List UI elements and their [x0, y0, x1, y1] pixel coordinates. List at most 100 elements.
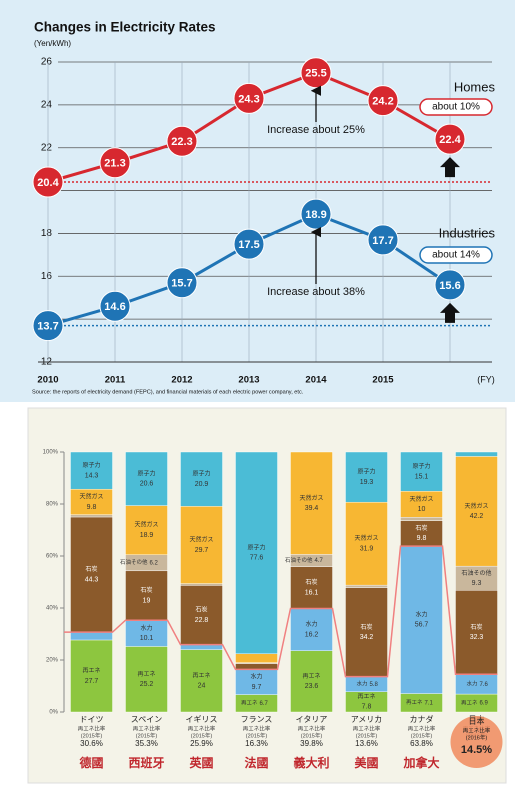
segment-name: 原子力	[192, 470, 210, 478]
panel-1	[0, 0, 515, 402]
category-label: カナダ	[410, 714, 434, 724]
segment-value: 9.3	[472, 580, 482, 587]
segment-value: 9.7	[252, 684, 262, 691]
share-year: (2015年)	[136, 731, 158, 739]
segment	[235, 451, 278, 654]
segment-value: 19	[143, 597, 151, 604]
x-tick-label: 2014	[305, 375, 327, 386]
point-label: 17.5	[238, 239, 259, 251]
segment-value: 20.6	[140, 481, 154, 488]
segment-name: 石炭	[305, 579, 317, 586]
point-label: 20.4	[37, 177, 59, 189]
segment	[125, 451, 168, 506]
segment	[125, 620, 168, 647]
segment	[70, 488, 113, 515]
segment-value: 23.6	[305, 683, 319, 690]
segment-name: 再エネ	[357, 693, 375, 700]
segment	[125, 646, 168, 713]
share: 14.5%	[461, 744, 492, 756]
segment-name: 石油その他	[120, 558, 148, 566]
segment-value: 77.6	[250, 555, 264, 562]
segment	[235, 663, 278, 670]
segment-name: 天然ガス	[134, 521, 158, 529]
segment-name: 天然ガス	[299, 494, 323, 502]
segment-name: 再エネ	[461, 699, 478, 706]
segment-name: 石炭	[360, 624, 372, 631]
share-year: (2016年)	[466, 733, 488, 741]
share-caption: 再エネ比率	[188, 724, 216, 732]
segment-value: 22.8	[195, 617, 209, 624]
chart-title: Changes in Electricity Rates	[34, 20, 216, 35]
note: about 14%	[432, 250, 480, 261]
segment-value: 7.8	[362, 704, 372, 711]
segment-name: 水力	[466, 680, 477, 688]
segment	[70, 514, 113, 518]
segment-name: 原子力	[412, 462, 430, 470]
point-label: 22.3	[171, 136, 192, 148]
point-label: 15.6	[439, 280, 460, 292]
segment-name: 再エネ	[192, 672, 210, 679]
segment	[400, 517, 443, 521]
x-tick-label: 2015	[372, 375, 394, 386]
segment-value: 6.9	[480, 701, 489, 707]
segment-value: 31.9	[360, 545, 374, 552]
big-arrow	[440, 157, 460, 178]
highlight	[450, 716, 503, 768]
x-tick-label: 2013	[238, 375, 259, 386]
share: 30.6%	[80, 739, 103, 748]
segment-value: 34.2	[360, 634, 374, 641]
share-year: (2015年)	[246, 731, 268, 739]
segment-name: 再エネ	[302, 673, 320, 680]
source: Source: the reports of electricity deman…	[32, 389, 304, 395]
point	[434, 269, 466, 301]
y-tick-label: 0%	[49, 710, 58, 716]
share: 25.9%	[190, 739, 213, 748]
segment-value: 39.4	[305, 505, 319, 512]
local-name: 美國	[354, 755, 378, 770]
series-name: Homes	[454, 79, 496, 94]
segment-value: 20.9	[195, 481, 209, 488]
share-line	[64, 545, 498, 678]
segment	[400, 451, 443, 492]
segment	[235, 653, 278, 663]
local-name: 加拿大	[402, 755, 439, 770]
segment	[345, 587, 388, 677]
segment-value: 15.1	[415, 473, 429, 480]
share-year: (2015年)	[411, 731, 433, 739]
point-label: 14.6	[104, 301, 125, 313]
segment-name: 再エネ	[406, 699, 423, 706]
local-name: 英國	[189, 755, 213, 770]
segment	[125, 570, 168, 621]
segment-value: 9.8	[417, 535, 427, 542]
category-label: イギリス	[186, 715, 218, 724]
segment-name: 石炭	[195, 607, 207, 614]
share-year: (2015年)	[191, 731, 213, 739]
segment	[180, 506, 223, 584]
share-caption: 再エネ比率	[78, 724, 106, 732]
share-caption: 再エネ比率	[298, 724, 326, 732]
point	[367, 224, 399, 256]
share-year: (2015年)	[301, 731, 323, 739]
segment-value: 19.3	[360, 479, 374, 486]
point-label: 21.3	[104, 158, 125, 170]
y-tick-label: 16	[41, 271, 53, 282]
big-arrow	[440, 302, 460, 323]
segment-value: 29.7	[195, 547, 209, 554]
y-tick-label: 80%	[46, 502, 59, 508]
segment	[455, 456, 498, 567]
segment-name: 石油その他	[461, 569, 491, 577]
segment	[290, 566, 333, 609]
segment-name: 天然ガス	[409, 495, 433, 503]
point	[367, 85, 399, 117]
point	[233, 82, 265, 114]
local-name: 法國	[244, 755, 268, 770]
segment	[400, 545, 443, 694]
point-label: 15.7	[171, 278, 192, 290]
segment-value: 56.7	[415, 622, 429, 629]
segment-name: 天然ガス	[79, 492, 103, 500]
y-tick-label: 20%	[46, 658, 59, 664]
point	[32, 310, 64, 342]
segment-name: 天然ガス	[354, 534, 378, 542]
segment-name: 再エネ	[137, 671, 155, 678]
